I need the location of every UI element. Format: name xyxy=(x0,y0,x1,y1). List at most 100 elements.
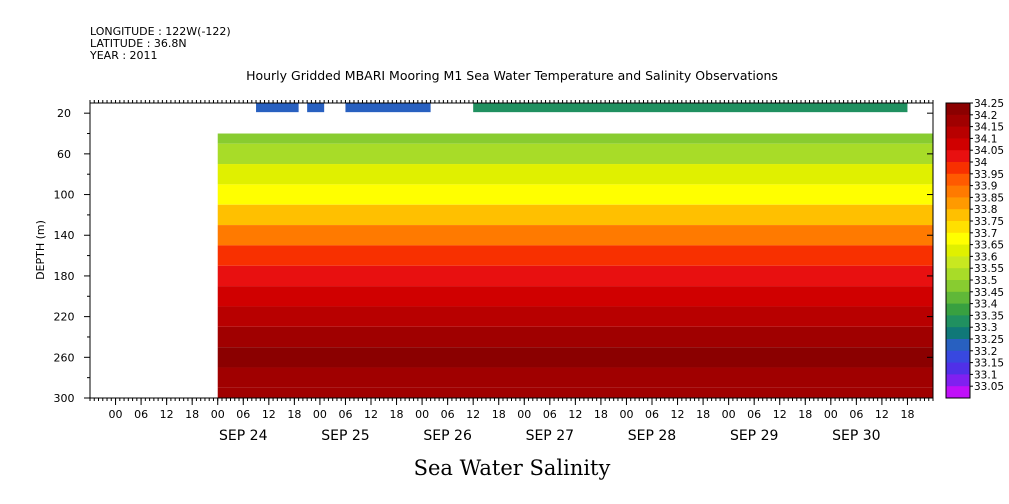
salinity-band xyxy=(217,133,933,144)
x-hour-label: 18 xyxy=(287,408,301,421)
x-day-label: SEP 30 xyxy=(832,428,880,444)
colorbar-label: 33.55 xyxy=(974,263,1004,275)
y-tick-label: 60 xyxy=(57,148,71,161)
x-day-label: SEP 24 xyxy=(219,428,268,444)
salinity-band xyxy=(217,225,933,246)
x-hour-label: 00 xyxy=(517,408,531,421)
x-day-label: SEP 25 xyxy=(321,428,369,444)
x-hour-label: 06 xyxy=(134,408,148,421)
colorbar-label: 33.8 xyxy=(974,204,997,216)
colorbar-swatch xyxy=(946,303,970,316)
colorbar-label: 33.4 xyxy=(974,299,998,311)
salinity-band xyxy=(217,367,933,388)
y-axis-title: DEPTH (m) xyxy=(34,220,47,280)
colorbar-frame xyxy=(945,102,971,399)
colorbar-swatch xyxy=(946,291,970,305)
colorbar-swatch xyxy=(946,339,970,352)
colorbar-label: 33.85 xyxy=(974,192,1004,204)
colorbar-swatch xyxy=(946,386,970,399)
y-tick-label: 300 xyxy=(54,392,75,405)
colorbar-label: 33.15 xyxy=(974,358,1004,370)
colorbar-swatch xyxy=(946,280,970,293)
colorbar-label: 34 xyxy=(974,157,988,169)
colorbar-label: 33.65 xyxy=(974,240,1004,252)
x-hour-label: 00 xyxy=(824,408,838,421)
y-tick-label: 100 xyxy=(54,189,75,202)
colorbar-swatch xyxy=(946,162,970,175)
x-hour-label: 12 xyxy=(364,408,378,421)
x-day-label: SEP 29 xyxy=(730,428,778,444)
x-day-label: SEP 27 xyxy=(526,428,574,444)
colorbar-label: 33.6 xyxy=(974,251,998,263)
axes: 20 60 100 140 180 220 260 300 00 06 12 18 00 06 12 18 00… xyxy=(54,100,934,444)
x-hour-label: 12 xyxy=(160,408,174,421)
x-hour-label: 06 xyxy=(645,408,659,421)
salinity-band xyxy=(217,347,933,368)
x-hour-label: 06 xyxy=(236,408,250,421)
x-hour-label: 06 xyxy=(849,408,863,421)
salinity-band xyxy=(217,204,933,226)
x-hour-label: 06 xyxy=(543,408,557,421)
colorbar-label: 33.05 xyxy=(974,381,1004,393)
colorbar-label: 34.15 xyxy=(974,122,1004,134)
surface-segment xyxy=(473,103,908,113)
x-hour-label: 18 xyxy=(594,408,608,421)
colorbar-swatch xyxy=(946,126,970,139)
x-hour-label: 18 xyxy=(900,408,914,421)
x-day-label: SEP 28 xyxy=(628,428,676,444)
colorbar-label: 33.95 xyxy=(974,169,1004,181)
colorbar-swatch xyxy=(946,114,970,128)
chart-title: Hourly Gridded MBARI Mooring M1 Sea Wate… xyxy=(246,68,778,83)
colorbar-swatch xyxy=(946,103,970,116)
colorbar-label: 33.3 xyxy=(974,322,997,334)
x-hour-label: 12 xyxy=(773,408,787,421)
salinity-band xyxy=(217,306,933,327)
x-hour-label: 06 xyxy=(441,408,455,421)
colorbar-label: 34.1 xyxy=(974,133,997,145)
colorbar-label: 33.45 xyxy=(974,287,1004,299)
colorbar-swatch xyxy=(946,221,970,234)
colorbar-label: 34.25 xyxy=(974,98,1004,110)
colorbar-label: 33.35 xyxy=(974,310,1004,322)
x-hour-label: 00 xyxy=(722,408,736,421)
colorbar-label: 33.25 xyxy=(974,334,1004,346)
salinity-band xyxy=(217,245,933,266)
colorbar-swatch xyxy=(946,232,970,246)
salinity-band xyxy=(217,326,933,348)
salinity-band xyxy=(217,164,933,185)
x-hour-label: 18 xyxy=(185,408,199,421)
x-hour-label: 18 xyxy=(390,408,404,421)
salinity-band xyxy=(217,387,933,398)
x-hour-label: 12 xyxy=(262,408,276,421)
colorbar-swatch xyxy=(946,327,970,340)
colorbar-swatch xyxy=(946,362,970,375)
x-hour-label: 12 xyxy=(466,408,480,421)
x-hour-label: 18 xyxy=(798,408,812,421)
x-axis-title: Sea Water Salinity xyxy=(414,456,611,480)
x-hour-label: 00 xyxy=(415,408,429,421)
colorbar-label: 34.2 xyxy=(974,110,997,122)
colorbar-swatch xyxy=(946,315,970,328)
y-tick-label: 260 xyxy=(54,351,75,364)
salinity-band xyxy=(217,286,933,307)
colorbar-swatch xyxy=(946,173,970,187)
surface-segment xyxy=(256,103,299,113)
colorbar-swatch xyxy=(946,244,970,257)
colorbar-label: 33.9 xyxy=(974,181,997,193)
surface-segment xyxy=(307,103,325,113)
x-hour-label: 12 xyxy=(568,408,582,421)
x-hour-label: 18 xyxy=(492,408,506,421)
x-hour-label: 12 xyxy=(875,408,889,421)
colorbar: 34.2534.234.1534.134.053433.9533.933.853… xyxy=(945,98,1004,399)
x-hour-label: 00 xyxy=(211,408,225,421)
salinity-band xyxy=(217,265,933,287)
salinity-band xyxy=(217,184,933,205)
x-hour-label: 00 xyxy=(619,408,633,421)
plot-area xyxy=(217,103,933,398)
x-hour-label: 00 xyxy=(109,408,123,421)
salinity-band xyxy=(217,143,933,165)
colorbar-label: 33.1 xyxy=(974,369,997,381)
y-tick-label: 20 xyxy=(57,107,71,120)
colorbar-swatch xyxy=(946,185,970,198)
